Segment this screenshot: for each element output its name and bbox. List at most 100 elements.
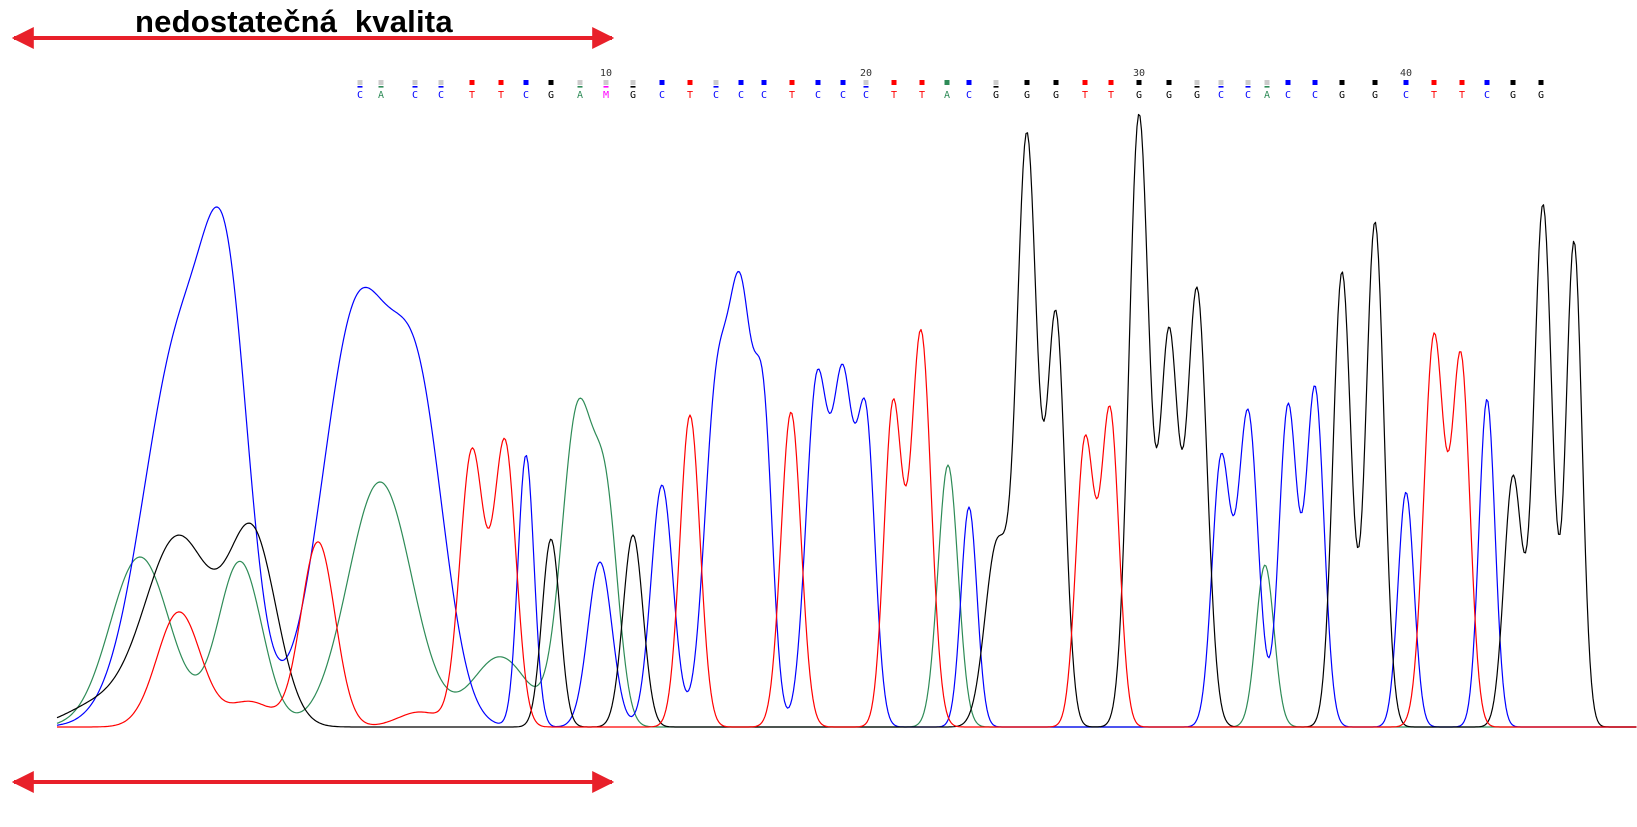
- quality-box: [966, 80, 972, 85]
- quality-underline: [1264, 86, 1270, 88]
- quality-box: [815, 80, 821, 85]
- quality-underline: [357, 86, 363, 88]
- quality-box: [1459, 80, 1465, 85]
- trace-T: [57, 328, 1637, 728]
- quality-box: [1194, 80, 1200, 85]
- quality-box: [713, 80, 719, 85]
- quality-box: [1339, 80, 1345, 85]
- base-call-label: T: [469, 90, 475, 101]
- base-call-label: G: [1372, 90, 1378, 101]
- quality-box: [1264, 80, 1270, 85]
- quality-box: [378, 80, 384, 85]
- base-call-label: A: [1264, 90, 1270, 101]
- quality-underline: [1194, 86, 1200, 88]
- position-tick-label: 10: [600, 68, 612, 79]
- quality-box: [1136, 80, 1142, 85]
- base-call-label: C: [1484, 90, 1490, 101]
- quality-underline: [863, 86, 869, 88]
- quality-box: [687, 80, 693, 85]
- base-call-label: C: [761, 90, 767, 101]
- quality-box: [789, 80, 795, 85]
- base-call-label: T: [1108, 90, 1114, 101]
- quality-underline: [993, 86, 999, 88]
- base-call-label: C: [523, 90, 529, 101]
- base-call-label: A: [378, 90, 384, 101]
- base-call-label: C: [1312, 90, 1318, 101]
- quality-underline: [603, 86, 609, 88]
- quality-box: [1218, 80, 1224, 85]
- base-call-label: G: [1024, 90, 1030, 101]
- base-call-label: C: [713, 90, 719, 101]
- base-call-label: C: [438, 90, 444, 101]
- quality-box: [738, 80, 744, 85]
- quality-box: [1403, 80, 1409, 85]
- quality-box: [630, 80, 636, 85]
- base-call-label: T: [789, 90, 795, 101]
- base-call-label: C: [863, 90, 869, 101]
- base-call-label: G: [993, 90, 999, 101]
- quality-box: [523, 80, 529, 85]
- quality-underline: [378, 86, 384, 88]
- base-call-label: C: [659, 90, 665, 101]
- position-tick-label: 40: [1400, 68, 1412, 79]
- quality-box: [659, 80, 665, 85]
- base-call-label: T: [891, 90, 897, 101]
- base-call-label: C: [1403, 90, 1409, 101]
- quality-underline: [1218, 86, 1224, 88]
- base-call-label: G: [1194, 90, 1200, 101]
- quality-box: [919, 80, 925, 85]
- quality-box: [357, 80, 363, 85]
- base-call-label: M: [603, 90, 609, 101]
- trace-G: [56, 113, 1637, 728]
- quality-box: [1431, 80, 1437, 85]
- quality-box: [1510, 80, 1516, 85]
- quality-box: [863, 80, 869, 85]
- quality-box: [1024, 80, 1030, 85]
- quality-underline: [412, 86, 418, 88]
- quality-box: [438, 80, 444, 85]
- base-call-label: C: [815, 90, 821, 101]
- quality-box: [1312, 80, 1318, 85]
- quality-box: [1245, 80, 1251, 85]
- quality-box: [1082, 80, 1088, 85]
- base-call-label: C: [412, 90, 418, 101]
- quality-underline: [630, 86, 636, 88]
- quality-box: [412, 80, 418, 85]
- trace-C: [56, 206, 1637, 728]
- quality-box: [577, 80, 583, 85]
- base-call-label: A: [577, 90, 583, 101]
- base-call-label: T: [1082, 90, 1088, 101]
- quality-box: [840, 80, 846, 85]
- quality-underline: [438, 86, 444, 88]
- base-call-label: C: [966, 90, 972, 101]
- quality-box: [993, 80, 999, 85]
- base-call-label: G: [1510, 90, 1516, 101]
- quality-box: [891, 80, 897, 85]
- quality-box: [548, 80, 554, 85]
- quality-box: [603, 80, 609, 85]
- base-call-label: C: [1218, 90, 1224, 101]
- base-call-label: G: [1053, 90, 1059, 101]
- position-tick-label: 20: [860, 68, 872, 79]
- base-call-label: C: [357, 90, 363, 101]
- base-call-label: G: [1538, 90, 1544, 101]
- base-call-label: G: [630, 90, 636, 101]
- base-call-label: C: [840, 90, 846, 101]
- base-call-label: T: [687, 90, 693, 101]
- base-call-label: T: [1459, 90, 1465, 101]
- base-call-label: C: [1245, 90, 1251, 101]
- base-call-label: T: [919, 90, 925, 101]
- base-call-label: T: [1431, 90, 1437, 101]
- quality-box: [761, 80, 767, 85]
- quality-box: [1285, 80, 1291, 85]
- quality-box: [1108, 80, 1114, 85]
- position-tick-label: 30: [1133, 68, 1145, 79]
- base-call-label: G: [548, 90, 554, 101]
- base-call-label: C: [1285, 90, 1291, 101]
- quality-underline: [577, 86, 583, 88]
- quality-underline: [1245, 86, 1251, 88]
- base-call-label: C: [738, 90, 744, 101]
- quality-box: [1538, 80, 1544, 85]
- quality-underline: [713, 86, 719, 88]
